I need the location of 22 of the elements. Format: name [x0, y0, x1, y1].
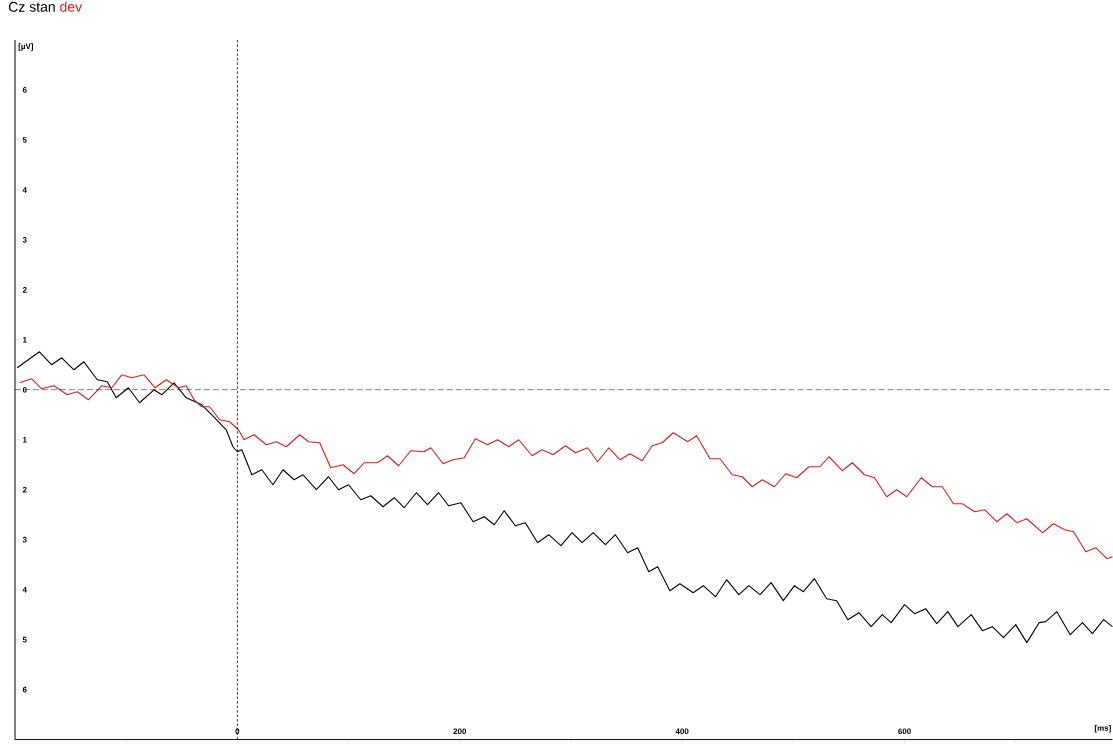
- y-tick-label: 4: [22, 587, 27, 593]
- text: stan: [29, 2, 55, 12]
- y-tick-label: 1: [23, 337, 27, 343]
- x-tick-label: 400: [675, 728, 689, 735]
- y-tick-label: 6: [22, 87, 27, 93]
- chart-title: Cz: [8, 2, 25, 12]
- y-tick-label: 3: [22, 237, 27, 243]
- y-tick-label: 5: [22, 137, 27, 143]
- y-tick-label: 5: [22, 637, 27, 643]
- text: dev: [60, 1, 83, 12]
- y-tick-label: 4: [22, 187, 27, 193]
- y-tick-label: 6: [22, 686, 27, 693]
- y-tick-label: 2: [22, 287, 27, 293]
- y-axis-title: [µV]: [18, 43, 33, 51]
- y-tick-label: 1: [23, 437, 27, 443]
- x-tick-label: 200: [453, 728, 467, 735]
- y-tick-label: 3: [22, 537, 27, 543]
- y-tick-label: 2: [22, 487, 27, 493]
- x-axis-title: [ms]: [1094, 725, 1111, 733]
- x-tick-label: 600: [898, 728, 911, 735]
- y-tick-label: 0: [22, 387, 27, 393]
- x-tick-label: 0: [235, 728, 240, 735]
